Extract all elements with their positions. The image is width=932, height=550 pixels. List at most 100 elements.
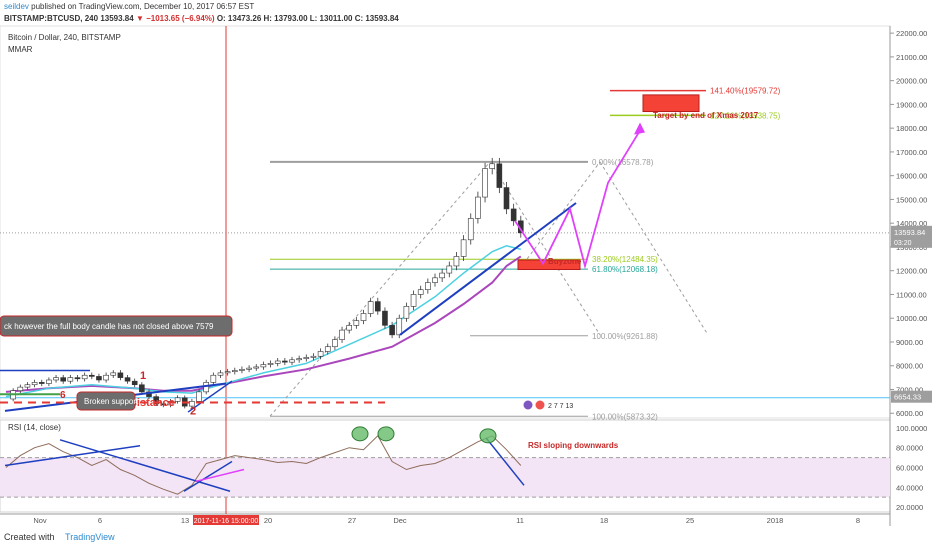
candle-body <box>38 382 45 384</box>
indicator-label: MMAR <box>8 45 33 54</box>
callout-text: ck however the full body candle has not … <box>4 322 214 331</box>
rsi-trendline <box>4 444 141 467</box>
y-tick-label: 15000.00 <box>896 195 927 204</box>
candle-body <box>17 386 24 391</box>
rsi-line <box>5 434 522 495</box>
price-badge <box>891 225 932 248</box>
rsi-peak-highlight <box>479 428 497 444</box>
author-name[interactable]: seildev <box>4 2 29 11</box>
y-tick-label: 19000.00 <box>896 100 927 109</box>
candle-body <box>210 374 217 383</box>
candle-body <box>425 282 431 291</box>
candle-body <box>117 372 124 378</box>
candle-body <box>67 377 74 382</box>
candle-body <box>367 301 374 314</box>
candle-body <box>403 306 410 319</box>
price-badge-value: 13593.84 <box>894 228 925 237</box>
rsi-trendline <box>485 437 525 486</box>
rsi-magenta-line <box>195 468 245 483</box>
candle-body <box>360 313 367 321</box>
candle-body <box>439 272 445 279</box>
trendline <box>399 202 577 336</box>
candle-body <box>510 208 517 222</box>
wave-label-1: 1 <box>140 370 146 382</box>
cursor-label: 2017-11-16 15:00:00 <box>194 518 259 525</box>
candle-body <box>189 401 195 407</box>
chart-header: seildev published on TradingView.com, De… <box>0 0 932 30</box>
candle-body <box>303 357 310 359</box>
candle-body <box>124 377 131 382</box>
candle-body <box>267 363 274 365</box>
candle-body <box>317 351 324 357</box>
candle-body <box>467 218 474 241</box>
event-marker-label: 2 7 7 13 <box>548 403 573 410</box>
tradingview-logo-text[interactable]: TradingView <box>65 532 115 542</box>
last-price: 13593.84 <box>100 14 134 23</box>
rsi-tick-label: 60.0000 <box>896 463 923 472</box>
broken-support-box <box>76 391 136 411</box>
rsi-tick-label: 20.0000 <box>896 503 923 512</box>
y-tick-label: 12000.00 <box>896 267 927 276</box>
event-marker-icon <box>534 399 546 411</box>
candle-body <box>503 187 510 210</box>
candle-body <box>410 294 417 307</box>
ohlc-values: O: 13473.26 H: 13793.00 L: 13011.00 C: 1… <box>216 14 399 23</box>
candle-body <box>74 377 81 380</box>
y-tick-label: 20000.00 <box>896 77 927 86</box>
candle-body <box>246 367 252 370</box>
candle-body <box>432 277 438 283</box>
candle-body <box>489 163 496 169</box>
rsi-tick-label: 80.0000 <box>896 444 923 453</box>
candle-body <box>253 366 260 369</box>
candle-body <box>224 371 231 374</box>
candle-body <box>453 256 460 267</box>
x-tick-label: 6 <box>98 516 102 525</box>
rsi-trendline <box>183 460 233 492</box>
fib-level-label: 0.00%(16578.78) <box>592 158 654 167</box>
candle-body <box>353 320 360 326</box>
rsi-annotation: RSI sloping downwards <box>528 441 619 450</box>
rsi-trendline <box>59 439 231 492</box>
candle-body <box>324 346 331 352</box>
y-tick-label: 11000.00 <box>896 290 927 299</box>
fib-trend-line <box>489 161 601 336</box>
candle-body <box>346 325 353 331</box>
wave-label-6: 6 <box>60 390 66 401</box>
fib-level-label: 61.80%(12068.18) <box>592 265 658 274</box>
projection-path <box>514 130 641 270</box>
candle-body <box>482 168 488 198</box>
target-zone <box>642 94 700 113</box>
candle-body <box>382 310 388 326</box>
candle-body <box>139 384 145 393</box>
price-badge <box>891 390 932 403</box>
trendline <box>187 380 233 413</box>
x-tick-label: 20 <box>264 516 272 525</box>
ma-fast-line <box>5 245 521 398</box>
y-tick-label: 6000.00 <box>896 409 923 418</box>
candle-body <box>446 265 453 274</box>
broken-support-label: Broken support <box>84 397 139 406</box>
x-tick-label: Dec <box>393 516 407 525</box>
rsi-tick-label: 100.0000 <box>896 424 927 433</box>
candle-body <box>332 339 338 348</box>
extension-level-label: 141.40%(19579.72) <box>710 87 781 96</box>
candle-body <box>232 370 238 372</box>
x-tick-label: 18 <box>600 516 608 525</box>
candle-body <box>339 329 345 340</box>
rsi-legend: RSI (14, close) <box>8 423 61 432</box>
buyzone-box <box>517 259 581 271</box>
candle-body <box>160 403 167 406</box>
candle-body <box>374 301 381 312</box>
candle-body <box>310 355 317 358</box>
buyzone-label: Buyzone <box>548 257 582 266</box>
y-tick-label: 16000.00 <box>896 172 927 181</box>
event-marker-icon <box>522 399 534 411</box>
candle-body <box>53 377 59 381</box>
y-tick-label: 8000.00 <box>896 362 923 371</box>
footer: Created with TradingView <box>4 532 115 542</box>
publish-info: seildev published on TradingView.com, De… <box>4 2 254 11</box>
extension-level-label: 127.20%(18538.75) <box>710 111 781 120</box>
published-text: published on TradingView.com, December 1… <box>31 2 255 11</box>
candle-body <box>417 289 424 295</box>
